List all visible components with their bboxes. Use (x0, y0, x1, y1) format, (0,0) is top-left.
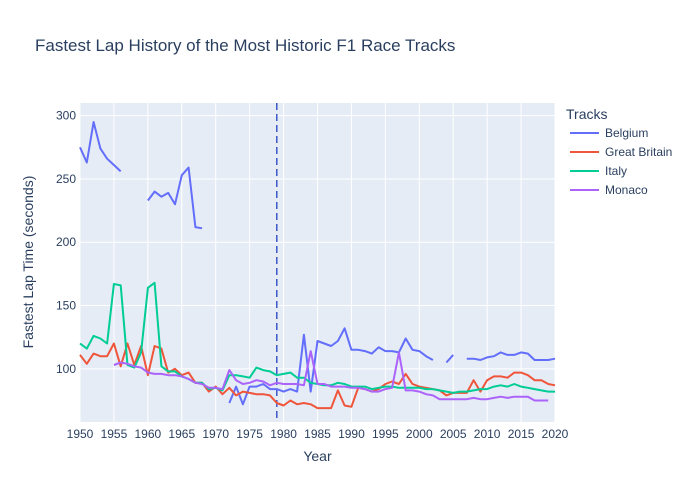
series-line-monaco (113, 350, 549, 402)
x-axis-label: Year (303, 448, 332, 464)
x-tick-label: 2000 (406, 427, 433, 441)
legend-title: Tracks (566, 106, 607, 122)
legend-label-belgium[interactable]: Belgium (605, 126, 648, 140)
x-tick-label: 1980 (270, 427, 297, 441)
y-tick-label: 250 (56, 172, 76, 186)
x-tick-label: 1960 (135, 427, 162, 441)
x-axis-ticks: 1950 1955 1960 1965 1970 1975 1980 1985 1990 1995… (67, 427, 569, 441)
x-tick-label: 1955 (101, 427, 128, 441)
y-tick-label: 100 (56, 362, 76, 376)
y-axis-ticks: 100 150 200 250 300 (56, 109, 76, 376)
x-tick-label: 1995 (372, 427, 399, 441)
x-tick-label: 2015 (508, 427, 535, 441)
legend[interactable]: Tracks Belgium Great Britain Italy Monaco (566, 106, 672, 197)
grid (79, 103, 556, 422)
series-line-belgium (79, 121, 556, 406)
y-axis-label: Fastest Lap Time (seconds) (20, 176, 36, 349)
x-tick-label: 1985 (304, 427, 331, 441)
series-group (79, 121, 556, 410)
x-tick-label: 1970 (202, 427, 229, 441)
x-tick-label: 2020 (542, 427, 569, 441)
y-tick-label: 150 (56, 299, 76, 313)
legend-label-great-britain[interactable]: Great Britain (605, 145, 672, 159)
x-tick-label: 1950 (67, 427, 94, 441)
x-tick-label: 2010 (474, 427, 501, 441)
x-tick-label: 2005 (440, 427, 467, 441)
x-tick-label: 1990 (338, 427, 365, 441)
chart-title: Fastest Lap History of the Most Historic… (35, 36, 455, 55)
legend-label-italy[interactable]: Italy (605, 164, 627, 178)
x-tick-label: 1965 (168, 427, 195, 441)
legend-label-monaco[interactable]: Monaco (605, 183, 648, 197)
x-tick-label: 1975 (236, 427, 263, 441)
y-tick-label: 300 (56, 109, 76, 123)
y-tick-label: 200 (56, 235, 76, 249)
